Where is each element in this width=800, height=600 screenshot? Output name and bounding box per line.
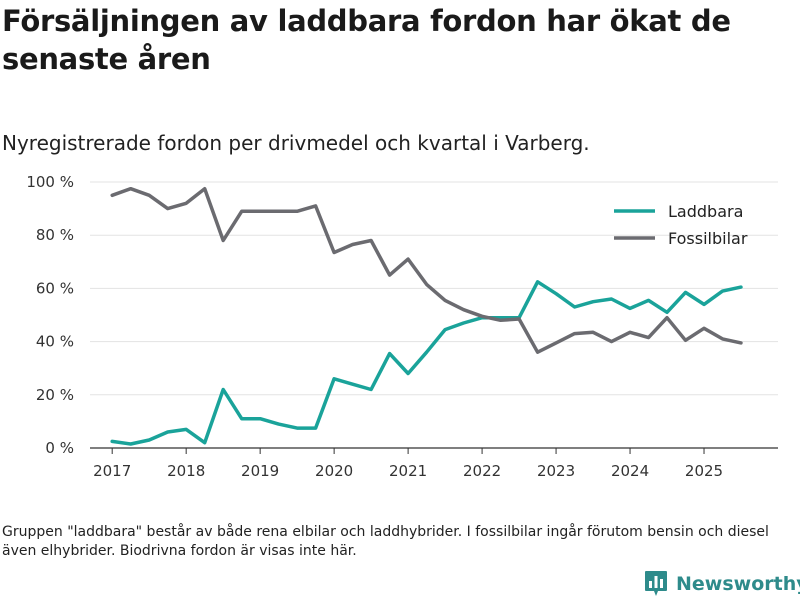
data-point-laddbara [407,372,410,375]
data-point-fossilbilar [185,202,188,205]
data-point-fossilbilar [333,251,336,254]
data-point-laddbara [591,300,594,303]
series-line-fossilbilar [110,186,743,354]
series-line-laddbara [110,280,743,446]
data-point-fossilbilar [277,210,280,213]
data-point-fossilbilar [739,341,742,344]
data-point-laddbara [462,321,465,324]
data-point-laddbara [111,440,114,443]
data-point-fossilbilar [721,337,724,340]
data-point-fossilbilar [314,204,317,207]
data-point-fossilbilar [148,194,151,197]
data-point-fossilbilar [628,331,631,334]
data-point-fossilbilar [240,210,243,213]
x-tick-label: 2020 [315,462,353,480]
y-tick-label: 40 % [36,333,74,351]
chart-title: Försäljningen av laddbara fordon har öka… [2,4,731,76]
data-point-fossilbilar [407,258,410,261]
x-tick-label: 2024 [611,462,649,480]
data-point-laddbara [443,328,446,331]
newsworthy-icon [645,571,667,596]
data-point-laddbara [277,422,280,425]
y-tick-label: 20 % [36,386,74,404]
data-point-fossilbilar [166,207,169,210]
y-tick-label: 0 % [45,439,74,457]
data-point-laddbara [259,417,262,420]
data-point-laddbara [166,430,169,433]
data-point-fossilbilar [370,239,373,242]
data-point-fossilbilar [610,340,613,343]
newsworthy-logo: Newsworthy [644,568,800,600]
data-point-laddbara [610,297,613,300]
data-point-fossilbilar [702,327,705,330]
data-point-fossilbilar [351,243,354,246]
x-tick-label: 2023 [537,462,575,480]
legend-label-laddbara: Laddbara [668,202,743,221]
data-point-laddbara [296,426,299,429]
data-point-laddbara [684,291,687,294]
data-point-laddbara [702,303,705,306]
x-tick-label: 2022 [463,462,501,480]
data-point-laddbara [554,292,557,295]
data-point-laddbara [628,307,631,310]
data-point-laddbara [536,280,539,283]
grid-lines [90,181,778,449]
data-point-fossilbilar [259,210,262,213]
data-point-fossilbilar [554,341,557,344]
x-tick-label: 2025 [685,462,723,480]
data-point-laddbara [240,417,243,420]
x-tick-label: 2021 [389,462,427,480]
footnote: Gruppen "laddbara" består av både rena e… [2,524,769,559]
data-point-laddbara [314,426,317,429]
data-point-fossilbilar [296,210,299,213]
data-point-fossilbilar [462,308,465,311]
y-axis: 0 % 20 % 40 % 60 % 80 % 100 % [26,173,74,457]
data-point-laddbara [203,441,206,444]
brand-name: Newsworthy [676,573,800,595]
legend: Laddbara Fossilbilar [614,202,748,248]
data-point-fossilbilar [129,187,132,190]
data-point-fossilbilar [573,332,576,335]
y-tick-label: 60 % [36,279,74,297]
data-point-laddbara [148,438,151,441]
chart-subtitle: Nyregistrerade fordon per drivmedel och … [2,131,590,155]
data-point-laddbara [739,285,742,288]
line-chart: 0 % 20 % 40 % 60 % 80 % 100 % 2017 2018 2019 202… [26,173,778,480]
data-point-laddbara [370,388,373,391]
data-point-fossilbilar [203,187,206,190]
data-point-fossilbilar [222,239,225,242]
data-point-fossilbilar [425,283,428,286]
data-point-laddbara [222,388,225,391]
data-point-laddbara [573,305,576,308]
data-point-fossilbilar [591,331,594,334]
data-point-laddbara [333,377,336,380]
data-point-laddbara [185,428,188,431]
data-point-fossilbilar [536,351,539,354]
data-point-fossilbilar [499,319,502,322]
data-point-fossilbilar [517,317,520,320]
data-point-laddbara [388,352,391,355]
data-point-fossilbilar [480,315,483,318]
data-point-laddbara [129,442,132,445]
y-tick-label: 100 % [26,173,74,191]
legend-label-fossilbilar: Fossilbilar [668,229,748,248]
y-tick-label: 80 % [36,226,74,244]
data-point-laddbara [351,383,354,386]
x-tick-label: 2017 [93,462,131,480]
data-point-laddbara [647,299,650,302]
x-tick-label: 2018 [167,462,205,480]
data-point-fossilbilar [665,316,668,319]
data-point-fossilbilar [684,339,687,342]
data-point-fossilbilar [443,299,446,302]
data-point-laddbara [425,351,428,354]
x-tick-label: 2019 [241,462,279,480]
data-point-fossilbilar [388,274,391,277]
data-point-fossilbilar [111,194,114,197]
series-group [110,186,743,446]
data-point-fossilbilar [647,336,650,339]
x-axis: 2017 2018 2019 2020 2021 2022 2023 2024 2025 [93,448,723,480]
data-point-laddbara [665,311,668,314]
data-point-laddbara [721,289,724,292]
